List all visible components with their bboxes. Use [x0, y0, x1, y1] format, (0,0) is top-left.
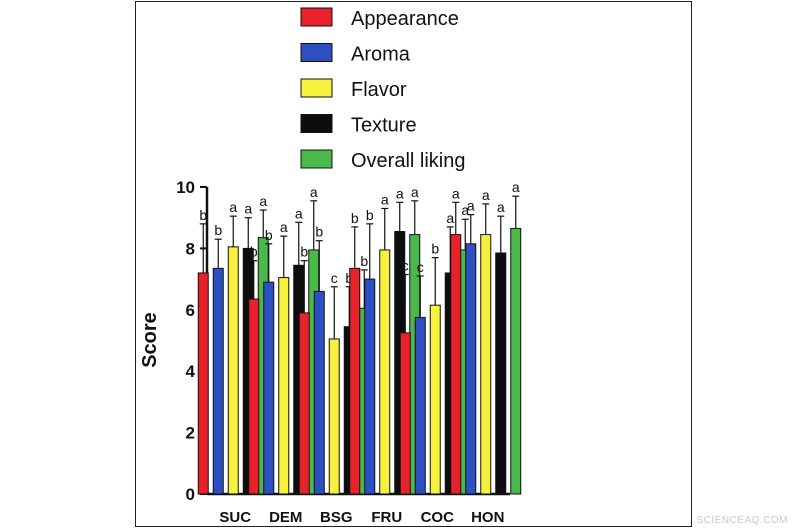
bar-bsg-aroma [313, 290, 325, 495]
significance-letter: a [512, 179, 520, 195]
bar-dem-aroma [263, 281, 275, 495]
bar-dem-flavor [278, 277, 290, 495]
x-tick-label-bsg: BSG [320, 509, 353, 526]
legend-swatch-aroma [300, 43, 333, 62]
y-tick-label: 6 [186, 301, 195, 320]
legend-swatch-flavor [300, 78, 333, 98]
significance-letter: a [229, 199, 237, 215]
significance-letter: a [461, 202, 469, 218]
legend-label-appearance: Appearance [351, 8, 459, 30]
y-tick-label: 10 [176, 178, 195, 197]
significance-letter: a [446, 210, 454, 226]
significance-letter: b [300, 244, 308, 260]
significance-letter: b [250, 244, 258, 260]
y-axis-title: Score [139, 312, 161, 368]
significance-letter: c [417, 259, 424, 275]
y-tick-label: 4 [186, 362, 196, 381]
bar-hon-texture [495, 252, 507, 495]
bar-series-group: bbaaabbaaabbcbbbbaaaccbaaaaaaa [197, 179, 522, 495]
significance-letter: c [331, 270, 338, 286]
significance-letter: a [482, 187, 490, 203]
significance-letter: a [259, 193, 267, 209]
x-tick-label-dem: DEM [269, 509, 302, 526]
bar-dem-appearance [248, 298, 260, 495]
bar-coc-flavor [429, 304, 441, 495]
significance-letter: a [310, 184, 318, 200]
legend: Appearance Aroma Flavor Texture Overall liki… [300, 7, 465, 172]
legend-label-texture: Texture [351, 115, 417, 137]
significance-letter: b [351, 210, 359, 226]
watermark-text: SCIENCEAQ.COM [696, 515, 788, 526]
significance-letter: a [411, 184, 419, 200]
significance-letter: b [366, 207, 374, 223]
bar-fru-appearance [349, 267, 361, 495]
x-tick-label-suc: SUC [219, 509, 251, 526]
significance-letter: a [295, 205, 303, 221]
significance-letter: b [265, 227, 273, 243]
bar-fru-flavor [379, 249, 391, 495]
significance-letter: b [431, 241, 439, 257]
legend-label-aroma: Aroma [351, 44, 411, 66]
x-tick-label-fru: FRU [371, 509, 402, 526]
significance-letter: b [360, 253, 368, 269]
significance-letter: a [497, 199, 505, 215]
legend-swatch-texture [300, 114, 333, 133]
bar-suc-flavor [227, 246, 239, 495]
significance-letter: a [280, 219, 288, 235]
significance-letter: a [452, 185, 460, 201]
significance-letter: c [402, 257, 409, 273]
x-tick-label-coc: COC [421, 509, 455, 526]
bar-hon-appearance [450, 234, 462, 495]
bar-hon-overall-liking [510, 227, 522, 495]
significance-letter: a [396, 185, 404, 201]
bar-bsg-flavor [328, 338, 340, 495]
bar-coc-appearance [399, 332, 411, 495]
y-tick-label: 8 [186, 239, 195, 258]
axis-labels: SUC DEM BSG FRU COC HON [219, 509, 504, 526]
significance-letter: a [467, 198, 475, 214]
legend-label-overall-liking: Overall liking [351, 150, 465, 172]
bar-suc-appearance [197, 272, 209, 495]
significance-letter: b [214, 222, 222, 238]
bar-suc-aroma [212, 267, 224, 495]
figure-frame [135, 1, 692, 527]
bar-bsg-appearance [298, 312, 310, 495]
legend-swatch-overall-liking [300, 149, 333, 169]
significance-letter: a [381, 191, 389, 207]
legend-label-flavor: Flavor [351, 79, 407, 101]
bar-fru-aroma [364, 278, 376, 495]
significance-letter: b [315, 224, 323, 240]
bar-coc-aroma [414, 316, 426, 495]
significance-letter: a [244, 201, 252, 217]
y-tick-label: 0 [186, 485, 195, 504]
bar-hon-aroma [465, 243, 477, 495]
x-tick-label-hon: HON [471, 509, 504, 526]
legend-swatch-appearance [300, 7, 333, 27]
y-tick-label: 2 [186, 424, 195, 443]
bar-hon-flavor [480, 234, 492, 495]
significance-letter: b [199, 207, 207, 223]
